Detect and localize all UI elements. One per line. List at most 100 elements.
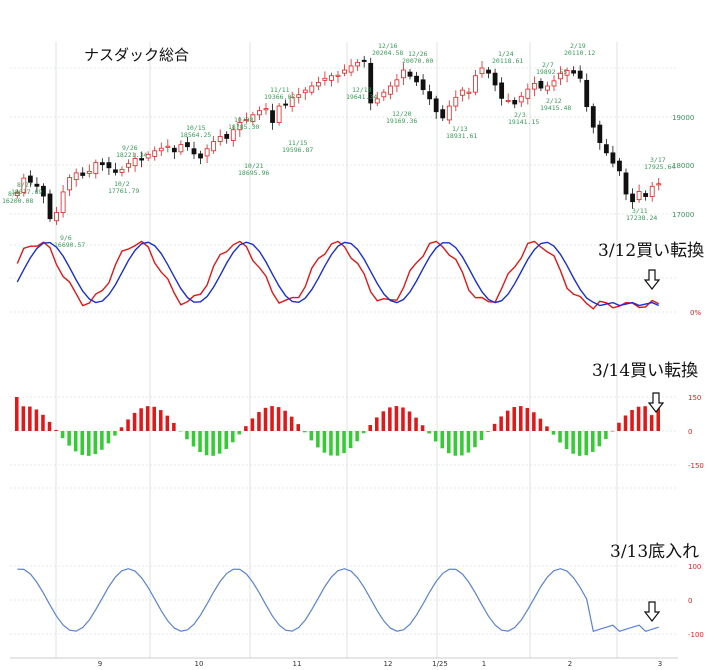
candle <box>145 153 151 159</box>
candle <box>545 85 550 91</box>
macd-bar <box>656 408 660 431</box>
macd-bar <box>106 431 111 444</box>
macd-bar <box>28 406 32 431</box>
candle <box>499 82 505 99</box>
candle <box>446 105 452 121</box>
macd-bar <box>361 431 366 434</box>
price-annotation-value: 20118.61 <box>492 57 523 65</box>
candle <box>387 85 393 95</box>
macd-bar <box>630 409 634 431</box>
stochastic-d-line <box>16 241 659 307</box>
price-annotation-value: 18221.34 <box>116 151 147 159</box>
macd-bar <box>584 431 588 456</box>
macd-bar <box>198 431 202 453</box>
macd-bar <box>453 431 458 456</box>
macd-bar <box>60 431 65 439</box>
price-annotations: 8/2718017.698/516200.089/616690.579/2618… <box>2 42 675 249</box>
macd-bar <box>427 431 431 434</box>
macd-bar <box>466 431 471 453</box>
candle <box>263 108 269 111</box>
price-annotation-value: 18785.30 <box>228 123 259 131</box>
oscillator-y-tick: -100 <box>688 631 704 639</box>
candle <box>171 147 177 153</box>
arrow-markers <box>643 269 665 622</box>
macd-bar <box>499 416 503 431</box>
candle <box>486 69 491 74</box>
macd-bar <box>93 431 98 455</box>
macd-bar <box>191 431 196 447</box>
candle <box>237 122 243 131</box>
stochastic-k-line <box>16 240 660 310</box>
candle <box>427 91 433 100</box>
price-annotation-label: 3/11 <box>632 207 648 215</box>
candle <box>401 69 406 79</box>
price-annotation-value: 18017.69 <box>11 188 42 196</box>
candle <box>270 110 275 123</box>
candle <box>649 185 655 197</box>
macd-bar <box>375 417 379 431</box>
price-annotation-label: 9/26 <box>122 144 138 152</box>
macd-bar <box>525 407 530 431</box>
macd-bar <box>322 431 327 453</box>
price-annotation-value: 20110.12 <box>564 49 595 57</box>
price-annotation-label: 10/15 <box>186 124 206 132</box>
price-y-tick: 17000 <box>672 211 694 219</box>
price-annotation-label: 2/12 <box>546 97 562 105</box>
macd-bar <box>329 431 333 456</box>
price-panel: 19000 18000 17000 <box>14 55 694 225</box>
candle <box>67 177 73 191</box>
candle <box>361 59 367 62</box>
macd-bar <box>159 410 163 431</box>
candle <box>27 175 33 183</box>
price-annotation-label: 9/6 <box>60 234 72 242</box>
x-tick-label: 1/25 <box>432 660 448 668</box>
macd-bar <box>87 431 91 456</box>
x-tick-label: 2 <box>568 660 572 668</box>
macd-bar <box>414 417 418 431</box>
macd-bar <box>545 426 549 431</box>
macd-bar <box>505 410 510 431</box>
macd-bar <box>296 424 300 431</box>
stochastic-y-tick: 0% <box>690 309 701 317</box>
macd-bar <box>34 409 39 431</box>
candle <box>374 98 380 104</box>
price-annotation-label: 10/2 <box>114 180 130 188</box>
candle <box>60 191 66 213</box>
candle <box>473 75 478 93</box>
macd-bar <box>178 431 183 432</box>
macd-bar <box>519 406 523 431</box>
macd-bar <box>604 431 608 440</box>
oscillator-y-tick: 100 <box>688 563 701 571</box>
stochastic-note: 3/12買い転換 <box>598 241 704 261</box>
macd-bar <box>558 431 562 443</box>
macd-bar <box>348 431 353 449</box>
price-annotation-value: 19415.48 <box>540 104 571 112</box>
macd-bar <box>440 431 444 449</box>
candle <box>198 153 203 159</box>
macd-bar <box>407 411 412 431</box>
price-annotation-label: 12/10 <box>352 86 372 94</box>
macd-bar <box>636 406 641 431</box>
candle <box>610 152 616 164</box>
oscillator-note: 3/13底入れ <box>610 542 699 562</box>
candle <box>466 91 472 94</box>
candle <box>433 98 439 113</box>
candle <box>106 162 112 169</box>
candle <box>113 169 118 173</box>
macd-y-tick: -150 <box>688 462 704 470</box>
oscillator-line <box>17 568 659 633</box>
macd-bar <box>623 415 628 431</box>
candle <box>257 110 262 116</box>
candle <box>132 158 138 167</box>
macd-bar <box>67 431 71 446</box>
macd-bar <box>15 397 19 431</box>
candle <box>243 119 249 122</box>
price-annotation-label: 12/20 <box>392 110 412 118</box>
macd-bar <box>512 407 516 431</box>
candle <box>21 177 27 193</box>
candle <box>47 193 53 220</box>
macd-bar <box>289 416 294 431</box>
candle <box>584 79 590 107</box>
macd-bar <box>486 431 490 433</box>
macd-bar <box>447 431 451 454</box>
